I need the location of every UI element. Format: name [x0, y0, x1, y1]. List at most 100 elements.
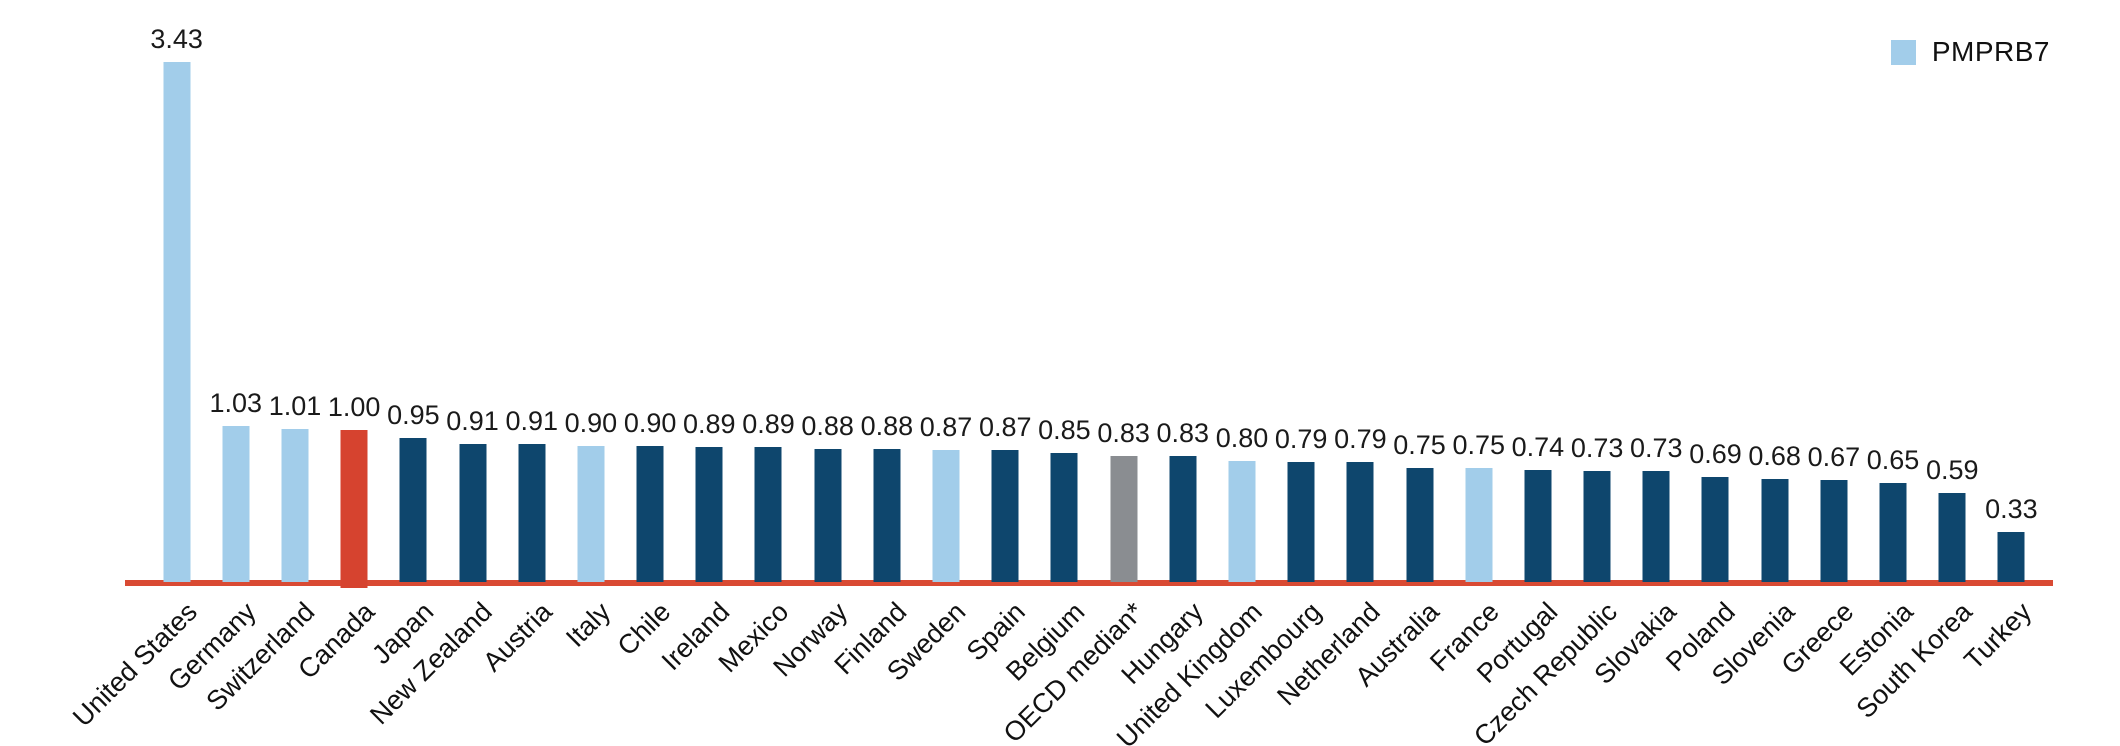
bar-column: 0.75 Australia [1350, 0, 1449, 746]
bar-column: 0.95 Japan [366, 0, 443, 746]
bar-canada [340, 430, 368, 588]
bar-value-label: 0.65 [1866, 445, 1920, 475]
bar-france [1465, 468, 1493, 582]
bar-column: 0.83 Hungary [1115, 0, 1212, 746]
legend-swatch-pmprb7 [1890, 39, 1916, 65]
bar-column: 0.33 Turkey [1958, 0, 2041, 746]
bar-value-label: 0.75 [1393, 430, 1446, 460]
bar-austria [518, 444, 546, 582]
bars-row: 3.43 United States 1.03 Germany 1.01 Switzerl… [67, 0, 2041, 746]
bar-australia [1406, 468, 1434, 582]
bar-hungary [1169, 456, 1197, 582]
bar-column: 0.91 Austria [477, 0, 561, 746]
bar-greece [1820, 480, 1848, 582]
bar-column: 0.90 Italy [560, 0, 620, 746]
bar-estonia [1879, 483, 1907, 582]
bar-column: 0.65 Estonia [1834, 0, 1922, 746]
bar-column: 0.69 Poland [1661, 0, 1745, 746]
x-axis-line [125, 580, 2053, 586]
bar-finland [873, 449, 901, 582]
bar-value-label: 0.68 [1748, 441, 1801, 471]
bar-value-label: 0.91 [505, 406, 558, 436]
bar-value-label: 0.79 [1334, 424, 1387, 454]
bar-germany [222, 426, 250, 582]
bar-column: 0.75 France [1424, 0, 1508, 746]
bar-value-label: 0.67 [1807, 442, 1861, 472]
bar-switzerland [281, 429, 309, 582]
bar-chile [636, 446, 664, 582]
legend: PMPRB7 [1890, 36, 2050, 68]
bar-turkey [1997, 532, 2025, 582]
x-axis-label: Italy [560, 596, 617, 653]
bar-spain [991, 450, 1019, 582]
bar-value-label: 0.33 [1985, 494, 2038, 524]
bar-value-label: 0.75 [1452, 430, 1505, 460]
bar-column: 0.73 Czech Republic [1468, 0, 1627, 746]
bar-oecd-median- [1110, 456, 1138, 582]
bar-column: 0.83 OECD median* [998, 0, 1153, 746]
bar-column: 0.87 Spain [961, 0, 1035, 746]
bar-value-label: 0.83 [1156, 418, 1210, 448]
bar-column: 0.85 Belgium [1000, 0, 1094, 746]
bar-value-label: 0.95 [387, 400, 440, 430]
bar-column: 0.79 Luxembourg [1200, 0, 1331, 746]
bar-column: 0.91 New Zealand [365, 0, 502, 746]
bar-column: 0.90 Chile [611, 0, 680, 746]
bar-value-label: 0.59 [1925, 455, 1979, 485]
bar-sweden [932, 450, 960, 582]
bar-value-label: 1.03 [209, 388, 263, 418]
bar-value-label: 0.88 [801, 411, 854, 441]
bar-value-label: 0.73 [1630, 433, 1683, 463]
bar-japan [399, 438, 427, 582]
bar-united-kingdom [1228, 461, 1256, 582]
bar-value-label: 1.00 [327, 392, 381, 422]
bar-column: 0.73 Slovakia [1589, 0, 1686, 746]
bar-column: 0.67 Greece [1776, 0, 1863, 746]
bar-column: 0.88 Norway [768, 0, 857, 746]
bar-column: 1.01 Switzerland [201, 0, 324, 746]
bar-column: 0.59 South Korea [1851, 0, 1982, 746]
bar-value-label: 0.90 [564, 408, 618, 438]
bar-value-label: 0.88 [860, 411, 914, 441]
bar-new-zealand [459, 444, 487, 582]
bar-column: 0.89 Ireland [655, 0, 739, 746]
bar-norway [814, 449, 842, 582]
bar-ireland [695, 447, 723, 582]
bar-value-label: 1.01 [268, 391, 322, 421]
bar-column: 0.74 Portugal [1471, 0, 1567, 746]
bar-value-label: 0.69 [1689, 439, 1742, 469]
bar-column: 3.43 United States [67, 0, 206, 746]
bar-portugal [1524, 470, 1552, 582]
bar-slovakia [1642, 471, 1670, 582]
bar-value-label: 0.74 [1511, 432, 1565, 462]
bar-south-korea [1938, 493, 1966, 582]
bar-column: 0.80 United Kingdom [1111, 0, 1271, 746]
bar-slovenia [1761, 479, 1789, 582]
bar-luxembourg [1287, 462, 1315, 582]
bar-column: 1.03 Germany [162, 0, 265, 746]
bar-column: 0.87 Sweden [882, 0, 975, 746]
bar-value-label: 3.43 [150, 24, 203, 54]
bar-column: 0.68 Slovenia [1706, 0, 1804, 746]
bar-netherland [1346, 462, 1374, 582]
bar-value-label: 0.79 [1274, 424, 1328, 454]
bar-value-label: 0.87 [919, 412, 973, 442]
bar-belgium [1050, 453, 1078, 582]
bar-mexico [754, 447, 782, 582]
bar-czech-republic [1583, 471, 1611, 582]
bar-value-label: 0.90 [623, 408, 677, 438]
bar-united-states [163, 62, 191, 582]
bar-italy [577, 446, 605, 582]
bar-value-label: 0.73 [1570, 433, 1624, 463]
bar-value-label: 0.91 [446, 406, 499, 436]
bar-column: 0.79 Netherland [1272, 0, 1390, 746]
bar-value-label: 0.89 [742, 409, 795, 439]
plot-area: 3.43 United States 1.03 Germany 1.01 Switzerl… [67, 0, 2053, 746]
bar-value-label: 0.80 [1215, 423, 1269, 453]
bar-value-label: 0.83 [1097, 418, 1150, 448]
bar-value-label: 0.89 [683, 409, 736, 439]
bar-poland [1701, 477, 1729, 582]
bar-column: 0.88 Finland [829, 0, 916, 746]
bar-value-label: 0.85 [1038, 415, 1091, 445]
